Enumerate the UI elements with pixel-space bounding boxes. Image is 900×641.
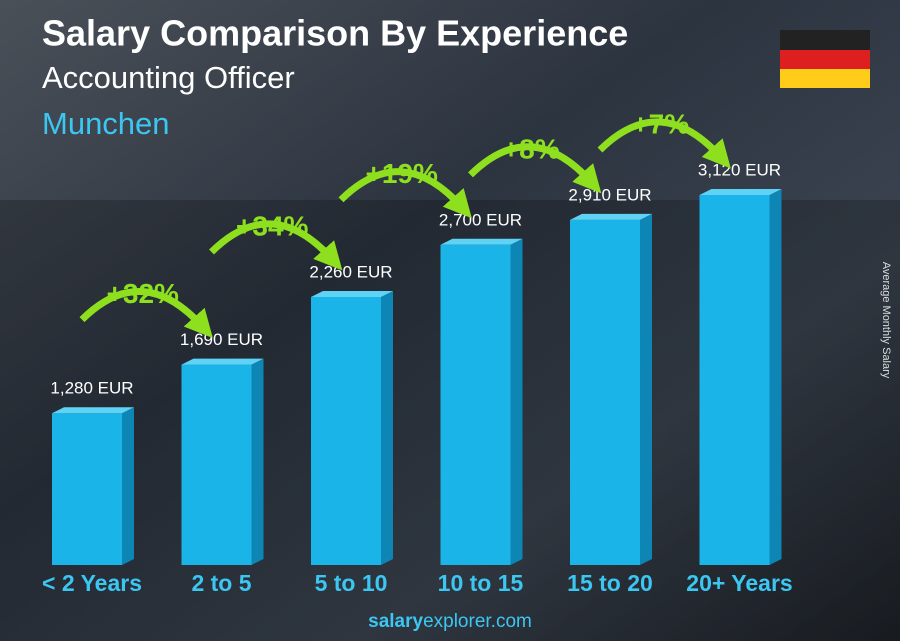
bar xyxy=(570,219,640,565)
bar-side xyxy=(640,213,652,565)
location: Munchen xyxy=(42,106,170,141)
x-tick-label: < 2 Years xyxy=(42,570,142,596)
x-tick-label: 10 to 15 xyxy=(438,570,524,596)
bar-top xyxy=(311,290,393,297)
increase-arrow xyxy=(597,118,731,169)
bar xyxy=(181,364,252,565)
subtitle: Accounting Officer xyxy=(42,60,295,95)
footer-brand: salary xyxy=(368,611,423,632)
bar-top xyxy=(181,358,264,365)
value-label: 1,690 EUR xyxy=(180,330,263,349)
increase-label: +34% xyxy=(236,210,308,241)
value-label: 1,280 EUR xyxy=(50,379,133,398)
bar xyxy=(440,244,511,566)
flag-stripe xyxy=(780,30,870,50)
y-axis-label: Average Monthly Salary xyxy=(880,262,892,379)
bar-side xyxy=(122,407,134,565)
bar-top xyxy=(699,189,782,195)
bar xyxy=(52,413,122,565)
bar-side xyxy=(251,358,264,565)
flag-stripe xyxy=(780,50,870,69)
increase-label: +19% xyxy=(366,158,438,189)
title: Salary Comparison By Experience xyxy=(42,13,628,54)
x-tick-label: 20+ Years xyxy=(686,570,792,596)
x-tick-label: 5 to 10 xyxy=(315,570,388,596)
bar xyxy=(699,195,770,565)
increase-arrow xyxy=(209,220,343,271)
flag-stripe xyxy=(780,69,870,88)
increase-label: +32% xyxy=(107,278,179,309)
x-tick-label: 2 to 5 xyxy=(191,570,251,596)
bar-side xyxy=(381,290,393,565)
x-tick-label: 15 to 20 xyxy=(567,570,653,596)
bar-side xyxy=(510,238,523,566)
bar-side xyxy=(769,189,782,565)
increase-label: +7% xyxy=(632,108,689,139)
footer-domain: explorer.com xyxy=(423,611,532,632)
increase-arrow xyxy=(468,143,602,194)
increase-arrow xyxy=(338,168,472,219)
value-label: 3,120 EUR xyxy=(698,160,781,179)
bar-top xyxy=(570,213,652,220)
bar-top xyxy=(440,238,523,245)
bar xyxy=(311,296,381,565)
value-label: 2,700 EUR xyxy=(439,210,522,229)
value-label: 2,260 EUR xyxy=(309,262,392,281)
increase-label: +8% xyxy=(503,133,560,164)
bar-top xyxy=(52,407,134,414)
value-label: 2,910 EUR xyxy=(568,185,651,204)
increase-arrow xyxy=(79,287,213,339)
flag xyxy=(780,30,870,88)
footer: salaryexplorer.com xyxy=(368,611,532,632)
